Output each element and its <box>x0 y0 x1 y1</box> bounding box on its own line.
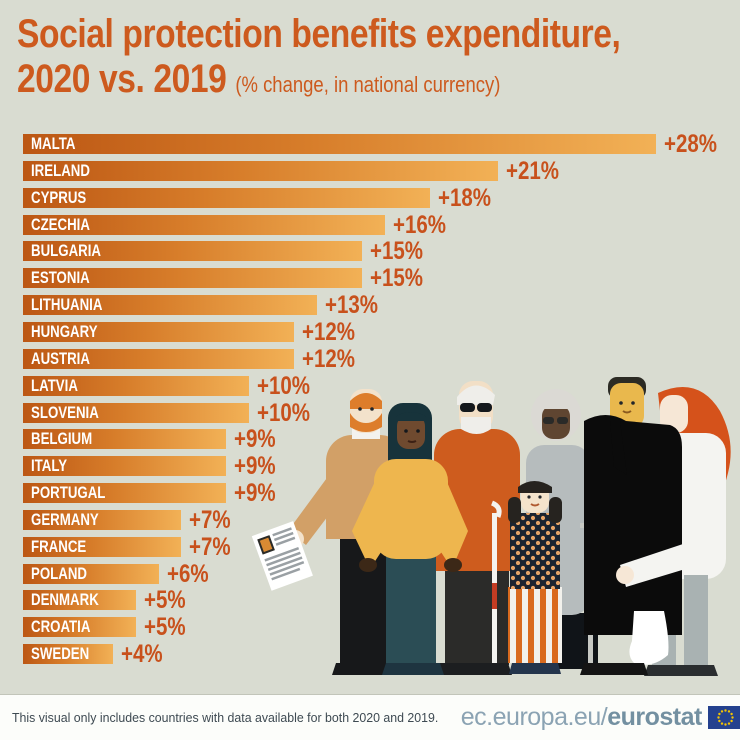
bar-label: BULGARIA <box>31 241 101 260</box>
bar-value-label: +13% <box>325 291 379 319</box>
bar-row: FRANCE +7% <box>23 533 733 561</box>
bar-row: LITHUANIA +13% <box>23 291 733 319</box>
bar-label: AUSTRIA <box>31 349 90 368</box>
bar: LITHUANIA <box>23 295 317 315</box>
bar: IRELAND <box>23 161 498 181</box>
bar-label: CZECHIA <box>31 215 90 234</box>
bar-value-label: +9% <box>234 479 276 507</box>
bar-row: CROATIA +5% <box>23 613 733 641</box>
figure-girl <box>508 481 562 674</box>
bar-label: FRANCE <box>31 537 87 556</box>
bar-value-label: +21% <box>506 157 560 185</box>
bar: ESTONIA <box>23 268 362 288</box>
eu-flag-icon <box>707 706 740 729</box>
url-prefix: ec.europa.eu/ <box>460 703 608 731</box>
bar-label: CYPRUS <box>31 188 87 207</box>
bar: AUSTRIA <box>23 349 294 369</box>
bar-label: SWEDEN <box>31 644 90 663</box>
bar-value-label: +7% <box>189 506 231 534</box>
title-years: 2020 vs. 2019 <box>17 57 227 101</box>
bar: BULGARIA <box>23 241 362 261</box>
bar: POLAND <box>23 564 159 584</box>
bar-value-label: +9% <box>234 452 276 480</box>
bar-row: BELGIUM +9% <box>23 425 733 453</box>
bar-label: HUNGARY <box>31 322 98 341</box>
bar: LATVIA <box>23 376 249 396</box>
bar-value-label: +7% <box>189 533 231 561</box>
footer: This visual only includes countries with… <box>0 694 740 740</box>
bar-value-label: +15% <box>370 264 424 292</box>
bar-value-label: +9% <box>234 425 276 453</box>
bar: DENMARK <box>23 590 136 610</box>
subtitle: (% change, in national currency) <box>235 72 501 97</box>
header: Social protection benefits expenditure, … <box>17 12 735 107</box>
bar: CROATIA <box>23 617 136 637</box>
bar: GERMANY <box>23 510 181 530</box>
bar-label: CROATIA <box>31 617 91 636</box>
bar-label: BELGIUM <box>31 429 93 448</box>
bar: FRANCE <box>23 537 181 557</box>
footnote: This visual only includes countries with… <box>12 710 439 725</box>
bar-label: DENMARK <box>31 590 99 609</box>
bar: SLOVENIA <box>23 403 249 423</box>
bar-row: GERMANY +7% <box>23 506 733 534</box>
bar-value-label: +10% <box>257 372 311 400</box>
bar-label: LATVIA <box>31 376 78 395</box>
bar-row: MALTA +28% <box>23 130 733 158</box>
bar-value-label: +12% <box>302 318 356 346</box>
bar-label: ESTONIA <box>31 268 90 287</box>
bar-row: BULGARIA +15% <box>23 237 733 265</box>
bar-label: GERMANY <box>31 510 99 529</box>
bar-value-label: +12% <box>302 345 356 373</box>
bar-row: POLAND +6% <box>23 560 733 588</box>
bar-value-label: +5% <box>144 613 186 641</box>
bar: PORTUGAL <box>23 483 226 503</box>
bar-row: PORTUGAL +9% <box>23 479 733 507</box>
bar: SWEDEN <box>23 644 113 664</box>
bar-label: POLAND <box>31 564 87 583</box>
bar-row: DENMARK +5% <box>23 586 733 614</box>
bar-value-label: +28% <box>664 130 718 158</box>
bar-value-label: +16% <box>393 211 447 239</box>
bar-value-label: +6% <box>167 560 209 588</box>
bar-value-label: +10% <box>257 399 311 427</box>
bar-row: AUSTRIA +12% <box>23 345 733 373</box>
bar-label: ITALY <box>31 456 68 475</box>
figure-man-black-coat <box>580 377 692 675</box>
bar-value-label: +5% <box>144 586 186 614</box>
bar: ITALY <box>23 456 226 476</box>
bar-chart: MALTA +28% IRELAND +21% CYPRUS +18% CZECHIA +16… <box>23 130 733 679</box>
bar-row: CZECHIA +16% <box>23 211 733 239</box>
bar-row: SWEDEN +4% <box>23 640 733 668</box>
bar-row: ESTONIA +15% <box>23 264 733 292</box>
bar: BELGIUM <box>23 429 226 449</box>
page-title: Social protection benefits expenditure, <box>17 12 621 56</box>
bar-row: SLOVENIA +10% <box>23 399 733 427</box>
bar: CYPRUS <box>23 188 430 208</box>
bar-label: LITHUANIA <box>31 295 103 314</box>
bar-label: SLOVENIA <box>31 403 99 422</box>
bar: HUNGARY <box>23 322 294 342</box>
url-eurostat: eurostat <box>607 703 702 731</box>
bar-row: ITALY +9% <box>23 452 733 480</box>
page-title-line2: 2020 vs. 2019 (% change, in national cur… <box>17 57 620 107</box>
bar-row: HUNGARY +12% <box>23 318 733 346</box>
bar-value-label: +18% <box>438 184 492 212</box>
bar-label: PORTUGAL <box>31 483 106 502</box>
eurostat-link[interactable]: ec.europa.eu/eurostat <box>461 703 740 732</box>
bar: MALTA <box>23 134 656 154</box>
bar-row: CYPRUS +18% <box>23 184 733 212</box>
bar-label: IRELAND <box>31 161 90 180</box>
bar-value-label: +4% <box>121 640 163 668</box>
bar-row: IRELAND +21% <box>23 157 733 185</box>
figure-woman-yellow <box>352 403 468 675</box>
bar-label: MALTA <box>31 134 76 153</box>
bar-value-label: +15% <box>370 237 424 265</box>
people-illustration <box>251 377 731 676</box>
bar-row: LATVIA +10% <box>23 372 733 400</box>
bar: CZECHIA <box>23 215 385 235</box>
